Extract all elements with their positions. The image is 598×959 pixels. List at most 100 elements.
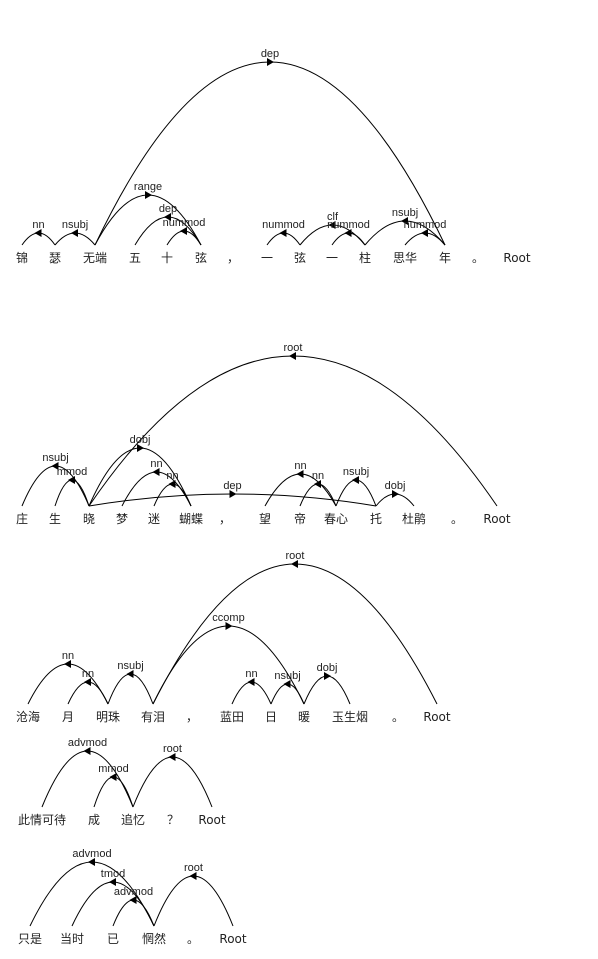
word-token: 当时: [60, 932, 84, 946]
relation-label: nsubj: [343, 466, 369, 478]
word-token: 杜鹃: [402, 511, 426, 526]
relation-label: nn: [32, 219, 44, 231]
relation-label: ccomp: [212, 612, 244, 624]
relation-label: range: [134, 181, 162, 193]
arc-arrowhead: [109, 878, 116, 886]
arc-arrowhead: [126, 670, 134, 678]
arc-arrowhead: [51, 462, 59, 470]
relation-label: nsubj: [392, 207, 418, 219]
arc-arrowhead: [152, 468, 160, 476]
word-token: 追忆: [121, 812, 145, 827]
relation-label: tmod: [101, 868, 125, 880]
arc-arrowhead: [247, 678, 255, 686]
dependency-arc: [335, 479, 377, 507]
word-token: 沧海: [16, 709, 40, 724]
sentence-4: 此情可待 成 追忆 ？ Root advmod mmod root: [18, 737, 226, 827]
dependency-arc: [231, 681, 272, 705]
relation-label: nsubj: [274, 670, 300, 682]
relation-label: dep: [159, 203, 177, 215]
relation-label: dep: [261, 48, 279, 60]
root-token: Root: [483, 512, 510, 526]
word-token: 思华: [393, 251, 417, 265]
arc-arrowhead: [168, 480, 176, 488]
dependency-arc: [27, 663, 109, 705]
arc-arrowhead: [84, 678, 91, 686]
relation-label: mmod: [57, 466, 88, 478]
word-token: ？: [167, 813, 179, 827]
word-token: 晓: [83, 512, 95, 526]
dependency-arc: [152, 563, 438, 705]
dependency-arc: [303, 675, 351, 705]
arc-arrowhead: [109, 773, 117, 781]
word-token: ，: [219, 512, 231, 526]
arc-arrowhead: [401, 217, 408, 225]
dependency-arc: [153, 875, 234, 927]
dependency-arc: [299, 483, 337, 507]
word-token: 梦: [116, 512, 128, 526]
relation-label: advmod: [68, 737, 107, 749]
word-token: 锦: [16, 251, 28, 265]
word-token: 庄: [16, 511, 28, 526]
word-token: 玉生烟: [332, 710, 368, 724]
arc-arrowhead: [137, 444, 144, 452]
relation-label: nn: [245, 668, 257, 680]
word-token: ，: [227, 251, 239, 265]
word-token: 蓝田: [220, 710, 244, 724]
arc-arrowhead: [164, 213, 171, 221]
dependency-arc: [67, 681, 109, 705]
relation-label: root: [163, 743, 182, 755]
relation-label: root: [284, 342, 303, 354]
dependency-arc: [112, 899, 155, 927]
arc-arrowhead: [314, 480, 321, 488]
relation-label: mmod: [98, 763, 129, 775]
word-token: 蝴蝶: [179, 511, 203, 526]
arc-arrowhead: [296, 470, 304, 478]
relation-label: nn: [62, 650, 74, 662]
word-token: 望: [259, 512, 271, 526]
sentence-2: 庄生晓梦迷蝴蝶，望帝春心托杜鹃。 Rootnsubjmmoddobjnnnnnnn…: [16, 342, 511, 526]
relation-label: nn: [294, 460, 306, 472]
arc-arrowhead: [34, 229, 42, 237]
word-token: 托: [370, 512, 382, 526]
relation-label: nummod: [404, 219, 447, 231]
relation-label: dobj: [317, 662, 338, 674]
root-token: Root: [423, 710, 450, 724]
word-token: 无端: [83, 251, 107, 265]
word-token: 惘然: [142, 931, 166, 946]
word-token: 生: [49, 512, 61, 526]
dependency-arc: [41, 750, 134, 808]
arc-arrowhead: [64, 660, 71, 668]
arc-arrowhead: [267, 58, 274, 66]
root-token: Root: [503, 251, 530, 265]
arc-arrowhead: [225, 622, 233, 630]
arc-arrowhead: [129, 896, 137, 904]
relation-label: nn: [150, 458, 162, 470]
dependency-arc: [107, 673, 154, 705]
arc-arrowhead: [289, 352, 296, 360]
word-token: 五: [129, 251, 141, 265]
word-token: 。: [472, 251, 484, 265]
dependency-arc: [132, 756, 213, 808]
sentence-1: 锦 瑟 无端 五 十 弦 ， 一 弦 一 柱 思华 年 。 Root nn nsubj range dep nummo…: [16, 0, 531, 265]
arc-arrowhead: [291, 560, 298, 568]
word-token: 有泪: [141, 710, 165, 724]
arc-arrowhead: [180, 227, 187, 235]
relation-label: nummod: [327, 219, 370, 231]
word-token: 柱: [359, 250, 371, 265]
relation-label: root: [297, 0, 316, 3]
arc-arrowhead: [88, 858, 95, 866]
word-token: 弦: [294, 250, 306, 265]
relation-label: nn: [82, 668, 94, 680]
word-token: 十: [161, 251, 173, 265]
relation-label: nn: [166, 470, 178, 482]
word-token: 。: [187, 932, 199, 946]
arc-arrowhead: [283, 680, 291, 688]
word-token: 帝: [294, 511, 306, 526]
word-token: 只是: [18, 932, 42, 946]
relation-label: advmod: [114, 886, 153, 898]
arc-arrowhead: [71, 229, 78, 237]
relation-label: nsubj: [42, 452, 68, 464]
word-token: 迷: [148, 512, 160, 526]
relation-label: nsubj: [62, 219, 88, 231]
word-token: 弦: [195, 250, 207, 265]
